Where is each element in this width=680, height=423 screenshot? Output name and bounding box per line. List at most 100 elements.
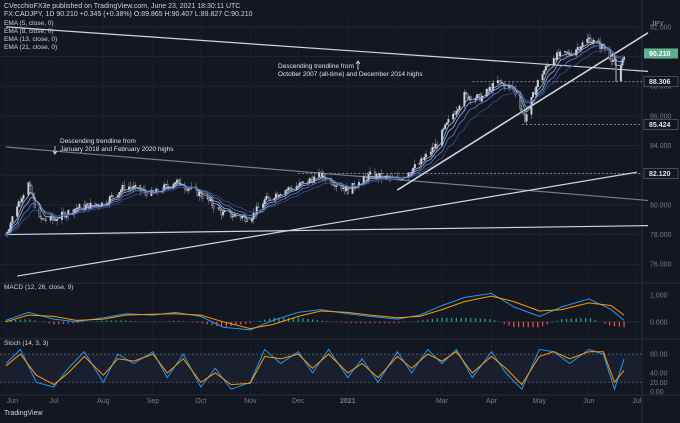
candle-body	[524, 113, 526, 122]
candle-body	[536, 79, 539, 87]
candle-body	[611, 60, 614, 62]
time-tick-label: Mar	[436, 398, 449, 405]
candle-body	[201, 196, 204, 199]
candle-body	[187, 188, 190, 191]
stoch-label[interactable]: Stoch (14, 3, 3)	[4, 340, 49, 347]
price-tick-label: 76.000	[650, 262, 672, 269]
candle-body	[76, 207, 79, 209]
candle-body	[121, 184, 124, 191]
candle-body	[429, 151, 432, 155]
candle-body	[29, 182, 31, 186]
time-tick-label: Jul	[632, 398, 641, 405]
candle-body	[334, 185, 336, 187]
candle-body	[246, 220, 249, 222]
last-price-label: 90.210	[649, 51, 671, 58]
currency-label: JPY	[651, 21, 664, 28]
annotation-arrow-up	[355, 60, 361, 70]
candle-body	[129, 186, 132, 188]
candle-body	[469, 96, 472, 101]
price-level-box	[643, 168, 679, 179]
candle-body	[112, 195, 114, 197]
candle-body	[252, 212, 255, 220]
candle-body	[357, 182, 360, 187]
candle-body	[533, 92, 536, 95]
candle-body	[94, 202, 97, 205]
candle-body	[554, 58, 557, 60]
candle-body	[423, 156, 426, 161]
candle-body	[289, 187, 292, 189]
annotation-trend-2018: Descending trendline from January 2018 a…	[60, 138, 173, 154]
candle-body	[541, 74, 544, 81]
candle-body	[56, 219, 59, 221]
time-tick-label: Dec	[292, 398, 305, 405]
macd-signal-line	[5, 295, 625, 330]
candle-body	[286, 189, 289, 191]
ema-legend-13[interactable]: EMA (13, close, 0)	[4, 36, 58, 43]
candle-body	[586, 38, 589, 43]
ema-legend-5[interactable]: EMA (5, close, 0)	[4, 20, 54, 27]
price-tick-label: 86.000	[650, 113, 672, 120]
annotation-arrow-down	[52, 146, 58, 155]
candle-body	[431, 147, 434, 153]
candle-body	[434, 143, 437, 149]
candle-body	[44, 219, 47, 221]
candle-body	[230, 211, 233, 218]
candle-body	[421, 158, 424, 161]
ema-legend-21[interactable]: EMA (21, close, 0)	[4, 44, 58, 51]
candle-body	[619, 65, 622, 82]
candle-body	[487, 88, 490, 91]
candle-body	[498, 80, 501, 82]
candle-body	[266, 196, 269, 198]
candle-body	[19, 201, 22, 203]
header-line-2: FX:CADJPY, 1D 90.210 +0.345 (+0.38%) O:8…	[4, 11, 253, 18]
candle-body	[452, 113, 455, 120]
ema-legend-8[interactable]: EMA (8, close, 0)	[4, 28, 54, 35]
last-price-box	[644, 48, 678, 59]
candle-body	[565, 51, 568, 54]
candle-body	[308, 178, 311, 183]
candle-body	[241, 216, 244, 219]
time-tick-label: Jun	[7, 398, 18, 405]
candle-body	[177, 179, 180, 181]
ema-13-line	[5, 45, 625, 235]
price-tick-label: 88.000	[650, 84, 672, 91]
candle-body	[543, 70, 546, 75]
candle-body	[300, 182, 303, 184]
candle-body	[552, 58, 555, 66]
stoch-tick-label: 0.00	[650, 389, 664, 396]
macd-line	[5, 292, 625, 331]
candle-body	[265, 196, 268, 200]
candle-body	[250, 219, 253, 222]
macd-label[interactable]: MACD (12, 26, close, 9)	[4, 284, 74, 291]
candle-body	[410, 172, 413, 173]
candle-body	[302, 181, 304, 183]
candle-body	[546, 65, 549, 67]
price-level-label: 82.120	[649, 171, 671, 178]
candle-body	[425, 153, 427, 158]
tradingview-logo[interactable]: TradingView	[4, 410, 43, 417]
candle-body	[409, 172, 411, 174]
candle-body	[522, 110, 525, 114]
candle-body	[43, 218, 46, 221]
annotation-trend-2007: Descending trendline from October 2007 (…	[278, 63, 423, 79]
candle-body	[41, 218, 44, 220]
price-level-box	[643, 76, 679, 87]
price-tick-label: 92.000	[650, 24, 672, 31]
candle-body	[206, 197, 209, 199]
candle-body	[239, 215, 242, 219]
candle-body	[351, 183, 354, 194]
candle-body	[52, 219, 55, 221]
candle-body	[592, 39, 595, 43]
candle-body	[564, 51, 566, 53]
candle-body	[519, 94, 522, 110]
candle-body	[576, 47, 579, 50]
candle-body	[22, 195, 25, 199]
candle-body	[442, 128, 445, 131]
stoch-pane	[0, 348, 642, 391]
candle-body	[219, 207, 221, 211]
candle-body	[559, 51, 562, 57]
candle-body	[166, 184, 169, 187]
candle-body	[343, 188, 346, 192]
candle-body	[608, 50, 611, 59]
